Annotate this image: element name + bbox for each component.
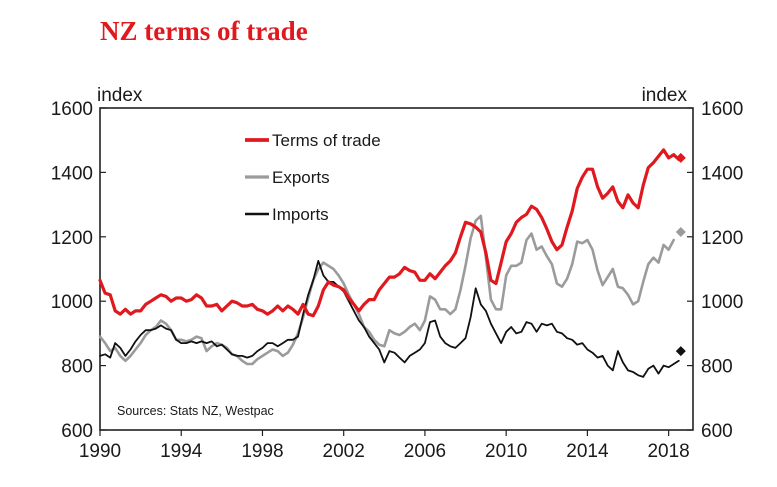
series-line-terms-of-trade bbox=[98, 148, 681, 318]
source-note: Sources: Stats NZ, Westpac bbox=[117, 404, 274, 418]
y-tick-label-right: 1000 bbox=[701, 292, 743, 313]
chart-title: NZ terms of trade bbox=[100, 16, 308, 46]
y-tick-label-right: 1600 bbox=[701, 99, 743, 120]
y-tick-label-left: 800 bbox=[61, 357, 93, 378]
y-tick-label-left: 600 bbox=[61, 421, 93, 442]
x-tick-label: 2002 bbox=[323, 441, 365, 462]
y-tick-label-left: 1000 bbox=[51, 292, 93, 313]
series-end-marker-imports bbox=[675, 346, 686, 357]
left-axis-unit-label: index bbox=[97, 85, 143, 106]
axis-ticks: 600 600 800 800 1000 1000 1200 1200 1400 1400 1600… bbox=[51, 99, 744, 462]
series-end-marker-exports bbox=[675, 226, 686, 237]
series-line-imports bbox=[99, 260, 680, 378]
y-tick-label-left: 1400 bbox=[51, 163, 93, 184]
x-tick-label: 2010 bbox=[485, 441, 527, 462]
legend: Terms of trade Exports Imports bbox=[245, 131, 381, 224]
y-tick-label-right: 800 bbox=[701, 357, 733, 378]
series-end-marker-terms-of-trade bbox=[675, 152, 686, 163]
x-tick-label: 2006 bbox=[404, 441, 446, 462]
y-tick-label-right: 1400 bbox=[701, 163, 743, 184]
series-layer bbox=[98, 148, 686, 378]
x-tick-label: 1998 bbox=[241, 441, 283, 462]
x-tick-label: 1994 bbox=[160, 441, 203, 462]
plot-area-frame bbox=[99, 107, 694, 431]
y-tick-label-right: 1200 bbox=[701, 228, 743, 249]
y-tick-label-left: 1200 bbox=[51, 228, 93, 249]
right-axis-unit-label: index bbox=[642, 85, 688, 106]
legend-label-imports: Imports bbox=[272, 205, 329, 224]
legend-label-terms-of-trade: Terms of trade bbox=[272, 131, 381, 150]
x-tick-label: 2018 bbox=[647, 441, 689, 462]
x-tick-label: 2014 bbox=[566, 441, 609, 462]
y-tick-label-left: 1600 bbox=[51, 99, 93, 120]
legend-label-exports: Exports bbox=[272, 168, 330, 187]
x-tick-label: 1990 bbox=[79, 441, 121, 462]
series-line-exports bbox=[98, 214, 675, 366]
y-tick-label-right: 600 bbox=[701, 421, 733, 442]
